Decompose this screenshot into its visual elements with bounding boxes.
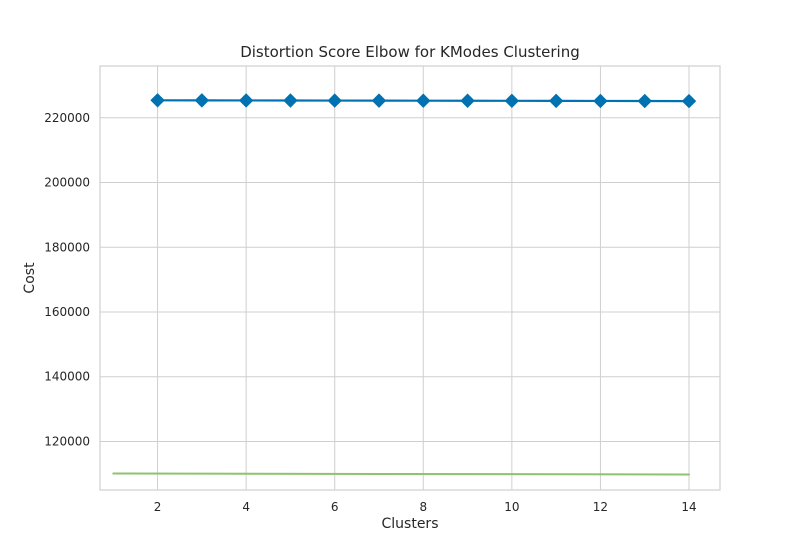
x-tick-label: 4 <box>242 500 250 514</box>
x-tick-layer: 2 4 6 8 10 12 14 <box>154 500 697 514</box>
x-tick-label: 2 <box>154 500 162 514</box>
x-axis-label: Clusters <box>382 516 439 532</box>
y-tick-label: 120000 <box>44 434 90 448</box>
series-1-point <box>504 93 520 109</box>
x-tick-label: 6 <box>331 500 339 514</box>
series-2-line <box>112 472 690 476</box>
series-1-point <box>548 93 564 109</box>
series-1-point <box>460 93 475 108</box>
x-tick-label: 10 <box>504 500 519 514</box>
chart-title: Distortion Score Elbow for KModes Cluste… <box>240 43 580 61</box>
series-1-point <box>327 93 342 108</box>
series-1-point <box>150 93 165 108</box>
series-layer <box>112 93 697 476</box>
x-tick-label: 8 <box>419 500 427 514</box>
series-1-group <box>150 93 697 109</box>
series-2-group <box>112 472 690 476</box>
grid-layer <box>100 66 720 490</box>
series-1-point <box>371 93 387 108</box>
plot-frame <box>99 65 721 491</box>
series-1-point <box>238 93 254 108</box>
series-1-point <box>637 93 652 109</box>
y-tick-label: 180000 <box>44 240 90 254</box>
y-tick-label: 220000 <box>44 111 90 125</box>
y-tick-layer: 120000 140000 160000 180000 200000 220000 <box>44 111 90 449</box>
y-tick-label: 160000 <box>44 305 90 319</box>
series-1-point <box>283 93 298 108</box>
y-tick-label: 140000 <box>44 370 90 384</box>
y-tick-label: 200000 <box>44 176 90 190</box>
x-tick-label: 12 <box>593 500 608 514</box>
series-1-point <box>593 93 608 109</box>
x-tick-label: 14 <box>681 500 696 514</box>
y-axis-label: Cost <box>22 262 38 294</box>
series-1-point <box>194 93 210 108</box>
series-1-point <box>681 93 697 109</box>
series-1-point <box>416 93 431 108</box>
